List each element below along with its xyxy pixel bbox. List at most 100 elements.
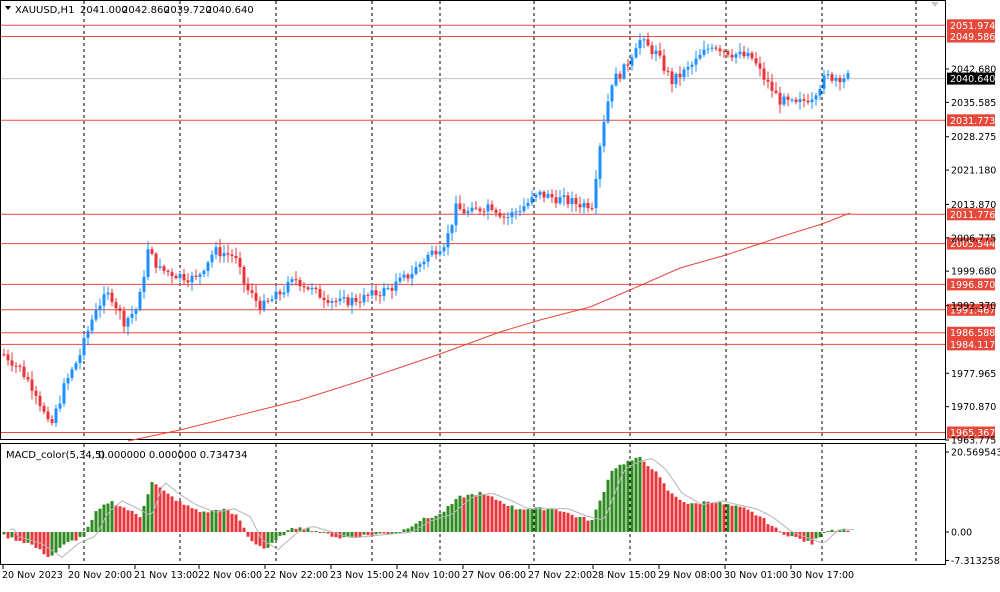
candle-body	[210, 254, 214, 263]
macd-bar	[538, 507, 542, 532]
candle-body	[170, 272, 174, 276]
macd-bar	[658, 477, 662, 532]
macd-bar	[810, 532, 814, 545]
candle-body	[510, 212, 514, 218]
macd-bar	[302, 528, 306, 532]
macd-bar	[250, 532, 254, 542]
candle-body	[230, 254, 234, 256]
level-price-box	[947, 338, 995, 351]
candle-body	[410, 273, 414, 279]
price-tick-label: 2006.775	[951, 233, 996, 244]
macd-bar	[370, 532, 374, 536]
macd-bar	[410, 526, 414, 532]
candle-body	[474, 207, 478, 209]
candle-body	[674, 73, 678, 85]
candle-body	[638, 40, 642, 49]
macd-bar	[230, 513, 234, 532]
indicator-values: 0.000000 0.000000 0.734734	[98, 450, 248, 461]
candle-body	[842, 78, 846, 83]
macd-bar	[78, 532, 82, 537]
macd-bar	[142, 505, 146, 532]
macd-bar	[734, 505, 738, 532]
candle-body	[542, 191, 546, 198]
candle-body	[666, 70, 670, 72]
macd-bar	[682, 502, 686, 532]
candle-body	[658, 50, 662, 56]
macd-bar	[722, 504, 726, 532]
candle-body	[634, 48, 638, 58]
macd-bar	[642, 461, 646, 532]
candle-body	[602, 121, 606, 147]
candle-body	[650, 45, 654, 55]
candle-body	[438, 251, 442, 255]
macd-bar	[746, 509, 750, 532]
macd-bar	[826, 531, 830, 533]
level-price-label: 1991.467	[950, 305, 995, 316]
macd-bar	[486, 495, 490, 532]
candle-body	[386, 288, 390, 290]
macd-bar	[590, 519, 594, 532]
candle-body	[126, 317, 130, 327]
candle-body	[582, 202, 586, 208]
candle-body	[38, 395, 42, 406]
candle-body	[254, 292, 258, 301]
candle-body	[558, 197, 562, 204]
level-price-box	[947, 208, 995, 221]
macd-bar	[382, 532, 386, 534]
macd-bar	[26, 532, 30, 543]
macd-bar	[562, 511, 566, 532]
candle-body	[146, 249, 150, 278]
macd-bar	[822, 532, 826, 533]
candle-body	[134, 309, 138, 314]
candle-body	[746, 52, 750, 57]
candle-body	[98, 305, 102, 311]
macd-bar	[554, 509, 558, 532]
candle-body	[182, 274, 186, 281]
macd-bar	[278, 532, 282, 536]
candle-body	[698, 54, 702, 59]
candle-body	[830, 74, 834, 81]
candle-body	[654, 50, 658, 55]
candle-body	[250, 290, 254, 293]
macd-axis: 20.569543 0.00 -7.313258	[945, 448, 1000, 567]
shift-marker-icon[interactable]	[931, 2, 939, 7]
candle-body	[142, 277, 146, 292]
candle-body	[270, 299, 274, 301]
macd-bar	[806, 532, 810, 541]
candle-body	[470, 207, 474, 212]
candle-body	[770, 81, 774, 91]
macd-bar	[750, 511, 754, 532]
macd-bar	[238, 520, 242, 532]
price-tick-label: 1977.965	[951, 369, 996, 380]
macd-bar	[106, 503, 110, 532]
macd-bar	[398, 532, 402, 533]
macd-bar	[266, 532, 270, 548]
macd-bar	[570, 514, 574, 532]
level-price-box	[947, 303, 995, 316]
candle-body	[442, 247, 446, 252]
macd-bar	[14, 532, 18, 541]
macd-bar	[514, 509, 518, 532]
candle-body	[398, 277, 402, 282]
dropdown-triangle-icon[interactable]	[5, 6, 11, 10]
candle-body	[526, 202, 530, 207]
macd-bar	[134, 514, 138, 532]
time-tick-label: 23 Nov 15:00	[330, 570, 394, 581]
candle-body	[46, 411, 50, 420]
candle-body	[342, 297, 346, 299]
macd-bar	[86, 526, 90, 532]
grid	[83, 1, 917, 564]
candle-body	[734, 54, 738, 58]
candle-body	[422, 261, 426, 265]
macd-bar	[522, 509, 526, 532]
candle-body	[826, 74, 830, 76]
macd-bar	[686, 503, 690, 532]
candle-body	[814, 95, 818, 100]
candle-body	[382, 288, 386, 296]
price-axis: 2042.680 2035.585 2028.275 2021.180 2013.870…	[945, 65, 996, 447]
macd-bar	[542, 510, 546, 532]
candle-body	[2, 354, 6, 356]
